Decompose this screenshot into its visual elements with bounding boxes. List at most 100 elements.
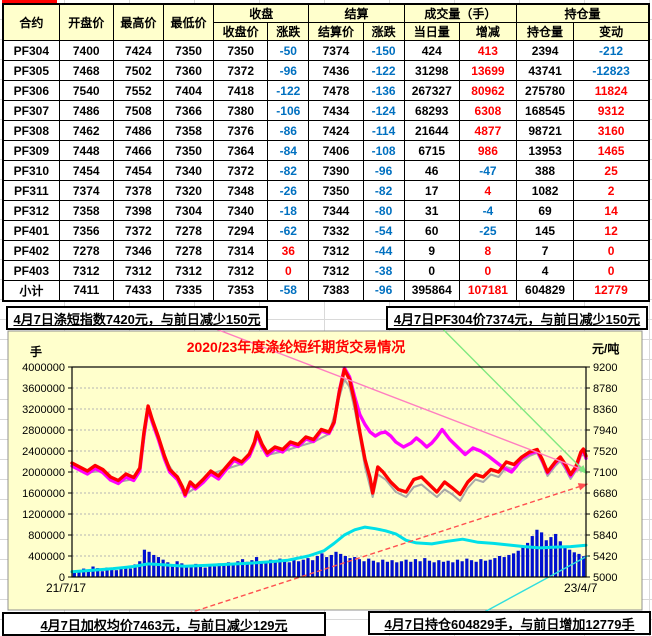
col-header-contract[interactable]: 合约 (2, 3, 60, 41)
value-cell[interactable]: 2394 (515, 40, 575, 61)
value-cell[interactable]: 2 (573, 180, 650, 201)
value-cell[interactable]: 7366 (162, 100, 215, 121)
value-cell[interactable]: -86 (267, 120, 310, 141)
contract-cell[interactable]: 小计 (2, 280, 60, 301)
value-cell[interactable]: 7398 (112, 200, 164, 221)
value-cell[interactable]: 986 (458, 140, 517, 161)
value-cell[interactable]: 7400 (58, 40, 114, 61)
value-cell[interactable]: 7350 (162, 140, 215, 161)
value-cell[interactable]: -58 (267, 280, 310, 301)
value-cell[interactable]: 388 (515, 160, 575, 181)
value-cell[interactable]: 9 (403, 240, 460, 261)
value-cell[interactable]: -84 (267, 140, 310, 161)
value-cell[interactable]: 7502 (112, 60, 164, 81)
value-cell[interactable]: 604829 (515, 280, 575, 301)
value-cell[interactable]: 7335 (162, 280, 215, 301)
value-cell[interactable]: 7462 (58, 120, 114, 141)
value-cell[interactable]: 7424 (308, 120, 364, 141)
value-cell[interactable]: 7454 (112, 160, 164, 181)
value-cell[interactable]: 31298 (403, 60, 460, 81)
col-header-close-chg[interactable]: 涨跌 (267, 22, 310, 41)
value-cell[interactable]: 395864 (403, 280, 460, 301)
value-cell[interactable]: 31 (403, 200, 460, 221)
col-header-settle-chg[interactable]: 涨跌 (362, 22, 405, 41)
value-cell[interactable]: 8 (458, 240, 517, 261)
value-cell[interactable]: 7540 (58, 80, 114, 101)
value-cell[interactable]: 7304 (162, 200, 215, 221)
value-cell[interactable]: -38 (362, 260, 405, 281)
value-cell[interactable]: -136 (362, 80, 405, 101)
value-cell[interactable]: -96 (362, 280, 405, 301)
value-cell[interactable]: 7552 (112, 80, 164, 101)
col-header-volume-chg[interactable]: 增减 (458, 22, 517, 41)
value-cell[interactable]: 7486 (112, 120, 164, 141)
value-cell[interactable]: -150 (362, 40, 405, 61)
value-cell[interactable]: -106 (267, 100, 310, 121)
value-cell[interactable]: 7312 (58, 260, 114, 281)
value-cell[interactable]: 6715 (403, 140, 460, 161)
value-cell[interactable]: 7360 (162, 60, 215, 81)
value-cell[interactable]: 7468 (58, 60, 114, 81)
value-cell[interactable]: 7448 (58, 140, 114, 161)
value-cell[interactable]: 12779 (573, 280, 650, 301)
value-cell[interactable]: 7372 (213, 160, 269, 181)
contract-cell[interactable]: PF306 (2, 80, 60, 101)
contract-cell[interactable]: PF310 (2, 160, 60, 181)
contract-cell[interactable]: PF402 (2, 240, 60, 261)
contract-cell[interactable]: PF401 (2, 220, 60, 241)
value-cell[interactable]: 7508 (112, 100, 164, 121)
value-cell[interactable]: 7364 (213, 140, 269, 161)
value-cell[interactable]: 7372 (213, 60, 269, 81)
value-cell[interactable]: 145 (515, 220, 575, 241)
contract-cell[interactable]: PF311 (2, 180, 60, 201)
value-cell[interactable]: 0 (458, 260, 517, 281)
value-cell[interactable]: 413 (458, 40, 517, 61)
value-cell[interactable]: 7332 (308, 220, 364, 241)
value-cell[interactable]: -44 (362, 240, 405, 261)
value-cell[interactable]: 7294 (213, 220, 269, 241)
col-header-oi[interactable]: 持仓量 (515, 22, 575, 41)
value-cell[interactable]: 267327 (403, 80, 460, 101)
value-cell[interactable]: 0 (573, 240, 650, 261)
group-header-volume[interactable]: 成交量（手） (403, 3, 517, 23)
value-cell[interactable]: 7353 (213, 280, 269, 301)
value-cell[interactable]: 7418 (213, 80, 269, 101)
value-cell[interactable]: 424 (403, 40, 460, 61)
value-cell[interactable]: 7320 (162, 180, 215, 201)
group-header-oi[interactable]: 持仓量 (515, 3, 650, 23)
value-cell[interactable]: 68293 (403, 100, 460, 121)
value-cell[interactable]: 7411 (58, 280, 114, 301)
value-cell[interactable]: 7358 (162, 120, 215, 141)
value-cell[interactable]: 0 (573, 260, 650, 281)
value-cell[interactable]: -4 (458, 200, 517, 221)
value-cell[interactable]: 7278 (162, 240, 215, 261)
value-cell[interactable]: 7486 (58, 100, 114, 121)
col-header-settle-price[interactable]: 结算价 (308, 22, 364, 41)
value-cell[interactable]: 7383 (308, 280, 364, 301)
value-cell[interactable]: 7436 (308, 60, 364, 81)
value-cell[interactable]: -54 (362, 220, 405, 241)
value-cell[interactable]: 17 (403, 180, 460, 201)
value-cell[interactable]: 7406 (308, 140, 364, 161)
value-cell[interactable]: 7454 (58, 160, 114, 181)
value-cell[interactable]: 6308 (458, 100, 517, 121)
col-header-open[interactable]: 开盘价 (58, 3, 114, 41)
contract-cell[interactable]: PF309 (2, 140, 60, 161)
value-cell[interactable]: 7348 (213, 180, 269, 201)
value-cell[interactable]: 7314 (213, 240, 269, 261)
value-cell[interactable]: 11824 (573, 80, 650, 101)
value-cell[interactable]: 43741 (515, 60, 575, 81)
value-cell[interactable]: 12 (573, 220, 650, 241)
value-cell[interactable]: -122 (267, 80, 310, 101)
value-cell[interactable]: 36 (267, 240, 310, 261)
value-cell[interactable]: 7278 (58, 240, 114, 261)
col-header-day-volume[interactable]: 当日量 (403, 22, 460, 41)
value-cell[interactable]: 7356 (58, 220, 114, 241)
value-cell[interactable]: -96 (362, 160, 405, 181)
contract-cell[interactable]: PF305 (2, 60, 60, 81)
value-cell[interactable]: -80 (362, 200, 405, 221)
contract-cell[interactable]: PF312 (2, 200, 60, 221)
value-cell[interactable]: 7350 (162, 40, 215, 61)
value-cell[interactable]: 7312 (162, 260, 215, 281)
value-cell[interactable]: 168545 (515, 100, 575, 121)
